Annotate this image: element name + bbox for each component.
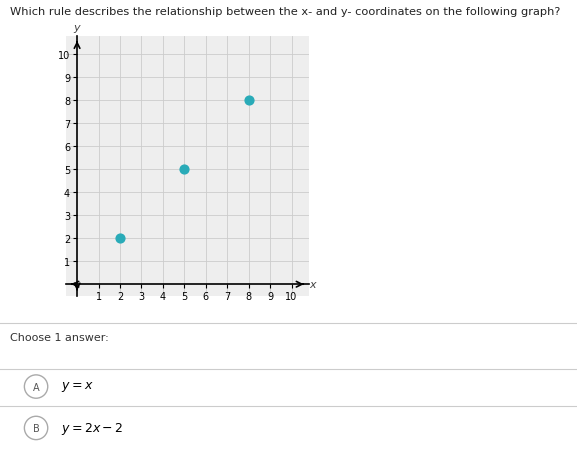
Text: A: A [33,382,39,392]
Text: x: x [310,280,316,290]
Text: $y = x$: $y = x$ [61,380,93,393]
Text: B: B [33,423,39,433]
Point [115,235,125,242]
Text: $y = 2x - 2$: $y = 2x - 2$ [61,420,123,436]
Point [244,97,253,105]
Text: y: y [74,23,80,34]
Point [179,166,189,174]
Text: Choose 1 answer:: Choose 1 answer: [10,333,109,343]
Text: Which rule describes the relationship between the x- and y- coordinates on the f: Which rule describes the relationship be… [10,7,561,17]
